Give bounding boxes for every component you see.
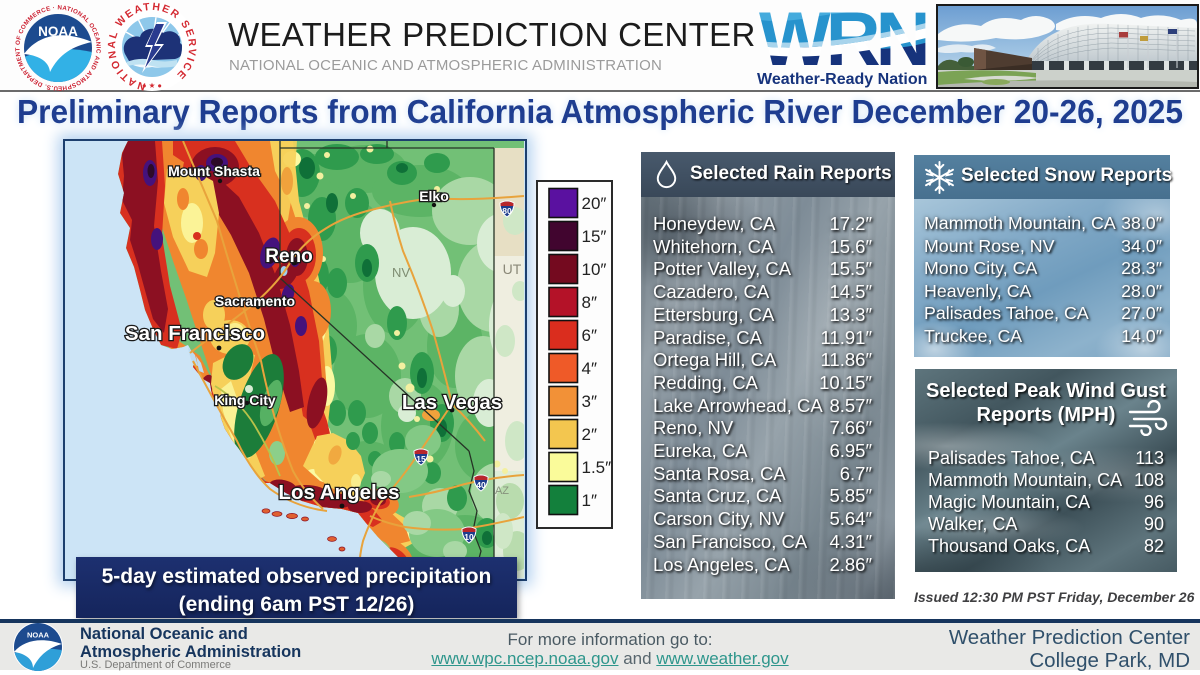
svg-text:NOAA: NOAA <box>38 24 78 39</box>
svg-text:Reno: Reno <box>265 246 313 267</box>
svg-text:15: 15 <box>416 454 426 464</box>
svg-text:Las Vegas: Las Vegas <box>402 391 502 414</box>
svg-text:San Francisco: San Francisco <box>125 322 265 345</box>
svg-text:NOAA: NOAA <box>27 631 50 640</box>
svg-text:10″: 10″ <box>582 260 607 279</box>
svg-text:Mount Shasta: Mount Shasta <box>168 163 260 179</box>
svg-text:4″: 4″ <box>582 359 597 378</box>
svg-text:15″: 15″ <box>582 227 607 246</box>
svg-text:AZ: AZ <box>495 485 509 497</box>
svg-text:10: 10 <box>464 532 474 542</box>
svg-text:1″: 1″ <box>582 491 597 510</box>
svg-text:3″: 3″ <box>582 392 597 411</box>
svg-text:20″: 20″ <box>582 194 607 213</box>
svg-text:Weather-Ready Nation: Weather-Ready Nation <box>757 71 927 88</box>
svg-text:Sacramento: Sacramento <box>215 293 295 309</box>
svg-text:6″: 6″ <box>582 326 597 345</box>
svg-text:King City: King City <box>214 392 276 408</box>
svg-text:1.5″: 1.5″ <box>582 458 612 477</box>
svg-text:40: 40 <box>476 480 486 490</box>
svg-text:80: 80 <box>502 206 512 216</box>
svg-text:8″: 8″ <box>582 293 597 312</box>
svg-text:Los Angeles: Los Angeles <box>278 481 399 504</box>
svg-text:2″: 2″ <box>582 425 597 444</box>
svg-text:UT: UT <box>503 261 522 277</box>
svg-text:● ★ ●: ● ★ ● <box>142 81 162 90</box>
svg-text:Elko: Elko <box>419 188 449 204</box>
svg-text:NV: NV <box>392 265 410 280</box>
